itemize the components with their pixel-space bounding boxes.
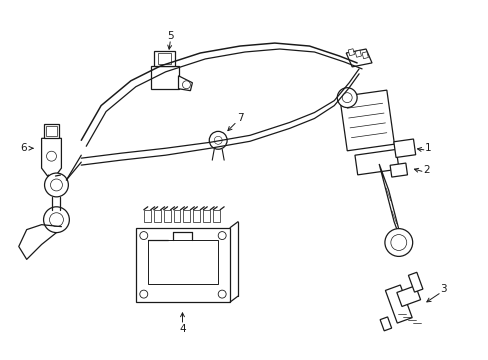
Polygon shape [41,138,61,176]
Text: 7: 7 [236,113,243,123]
Polygon shape [393,139,415,157]
Circle shape [218,231,225,239]
Polygon shape [346,49,371,67]
Bar [45,126,57,136]
Bar [153,210,161,222]
Text: 1: 1 [425,143,431,153]
Bar [213,210,220,222]
Bar [136,228,230,302]
Polygon shape [378,164,403,248]
Polygon shape [339,90,394,151]
Polygon shape [379,317,391,331]
Circle shape [44,173,68,197]
Bar [347,49,354,56]
Bar [193,210,200,222]
Circle shape [140,290,147,298]
Polygon shape [150,66,178,89]
Circle shape [50,179,62,191]
Text: 3: 3 [439,284,446,294]
Bar [183,210,190,222]
Text: 2: 2 [423,165,429,175]
Bar [361,52,367,59]
Bar [203,210,210,222]
Circle shape [46,151,56,161]
Circle shape [342,93,351,103]
Polygon shape [407,272,422,292]
Bar [143,210,150,222]
Circle shape [390,235,406,251]
Bar [163,210,170,222]
Circle shape [218,290,225,298]
Polygon shape [153,51,174,66]
Bar [354,50,361,57]
Polygon shape [354,149,398,175]
Circle shape [214,136,222,144]
Circle shape [209,131,226,149]
Polygon shape [43,125,60,138]
Text: 6: 6 [20,143,27,153]
Polygon shape [389,163,407,177]
Text: 5: 5 [167,31,174,41]
Bar [147,239,218,284]
Polygon shape [385,285,411,323]
Polygon shape [396,286,420,306]
Circle shape [49,213,63,227]
Circle shape [384,229,412,256]
Circle shape [140,231,147,239]
Polygon shape [178,76,192,91]
Bar [173,210,180,222]
Bar [157,53,170,64]
Circle shape [43,207,69,233]
Text: 4: 4 [179,324,185,334]
Circle shape [337,88,356,108]
Circle shape [182,81,190,89]
